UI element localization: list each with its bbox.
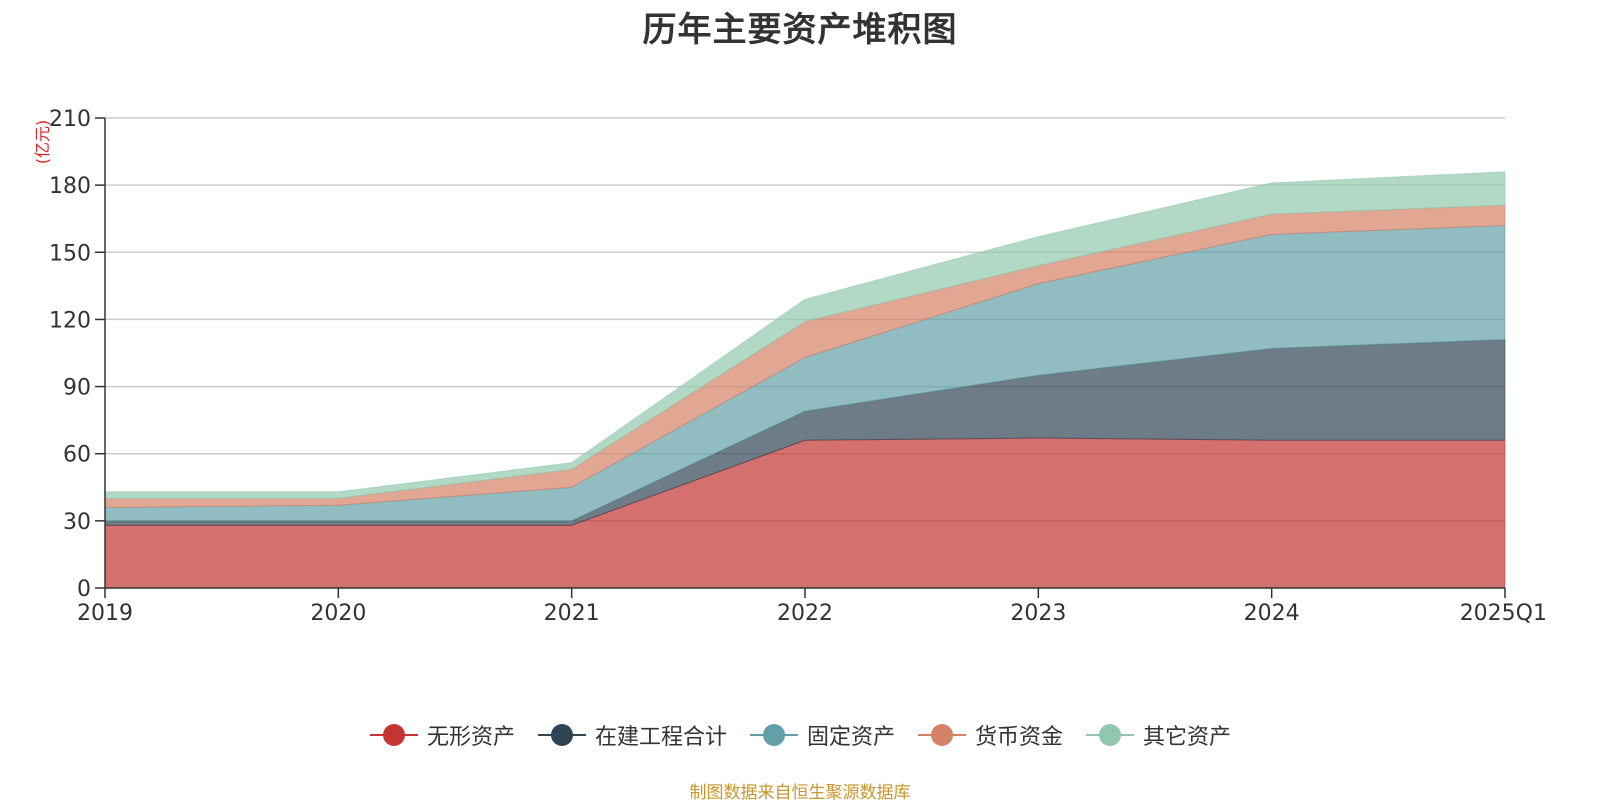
legend-item-4[interactable]: 其它资产	[1085, 719, 1231, 751]
x-tick-label: 2020	[310, 601, 366, 626]
x-tick-label: 2022	[777, 601, 833, 626]
y-tick-label: 0	[77, 577, 91, 602]
legend-marker-icon	[369, 724, 418, 746]
legend-item-0[interactable]: 无形资产	[369, 719, 515, 751]
y-tick-label: 30	[63, 510, 91, 535]
legend-marker-icon	[1086, 724, 1135, 746]
legend-label: 货币资金	[975, 725, 1064, 750]
y-tick-label: 90	[63, 376, 91, 401]
legend-label: 无形资产	[426, 725, 515, 750]
legend-item-3[interactable]: 货币资金	[917, 719, 1063, 751]
legend-label: 在建工程合计	[594, 725, 727, 750]
y-tick-label: 60	[63, 443, 91, 468]
y-tick-label: 210	[49, 107, 91, 132]
x-tick-label: 2019	[77, 601, 133, 626]
legend-item-2[interactable]: 固定资产	[749, 719, 895, 751]
x-tick-label: 2024	[1244, 601, 1300, 626]
legend-marker-icon	[537, 724, 586, 746]
source-note: 制图数据来自恒生聚源数据库	[689, 783, 911, 803]
chart-title: 历年主要资产堆积图	[642, 10, 958, 50]
y-tick-label: 180	[49, 174, 91, 199]
legend-marker-icon	[749, 724, 798, 746]
legend-label: 其它资产	[1143, 725, 1232, 750]
legend-label: 固定资产	[806, 725, 895, 750]
x-tick-label: 2021	[544, 601, 600, 626]
y-tick-label: 150	[49, 241, 91, 266]
legend: 无形资产 在建工程合计 固定资产 货币资金 其它资产	[0, 715, 1600, 755]
area-series-4[interactable]	[104, 171, 1506, 499]
legend-marker-icon	[918, 724, 966, 746]
x-tick-label: 2025Q1	[1460, 601, 1547, 626]
x-tick-label: 2023	[1010, 601, 1066, 626]
legend-item-1[interactable]: 在建工程合计	[537, 719, 727, 751]
y-tick-label: 120	[49, 308, 91, 333]
y-axis-unit-label: (亿元)	[33, 120, 52, 165]
